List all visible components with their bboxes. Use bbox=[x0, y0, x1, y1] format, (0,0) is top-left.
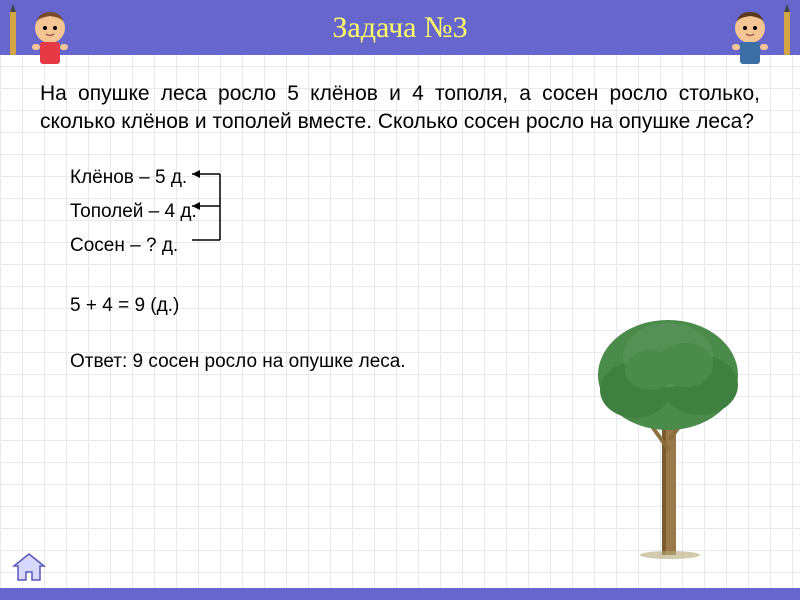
footer-bar bbox=[0, 588, 800, 600]
data-row-1: Клёнов – 5 д. bbox=[70, 167, 760, 189]
answer-text: Ответ: 9 сосен росло на опушке леса. bbox=[70, 349, 490, 376]
bracket-icon bbox=[192, 162, 272, 262]
cartoon-right-icon bbox=[712, 2, 792, 72]
data-row-2: Тополей – 4 д. bbox=[70, 201, 760, 223]
header-bar: Задача №3 bbox=[0, 0, 800, 55]
page-title: Задача №3 bbox=[332, 11, 467, 45]
home-button[interactable] bbox=[12, 552, 46, 582]
problem-text: На опушке леса росло 5 клёнов и 4 тополя… bbox=[40, 80, 760, 137]
tree-icon bbox=[580, 300, 760, 560]
data-row-3: Сосен – ? д. bbox=[70, 235, 760, 257]
cartoon-left-icon bbox=[8, 2, 88, 72]
